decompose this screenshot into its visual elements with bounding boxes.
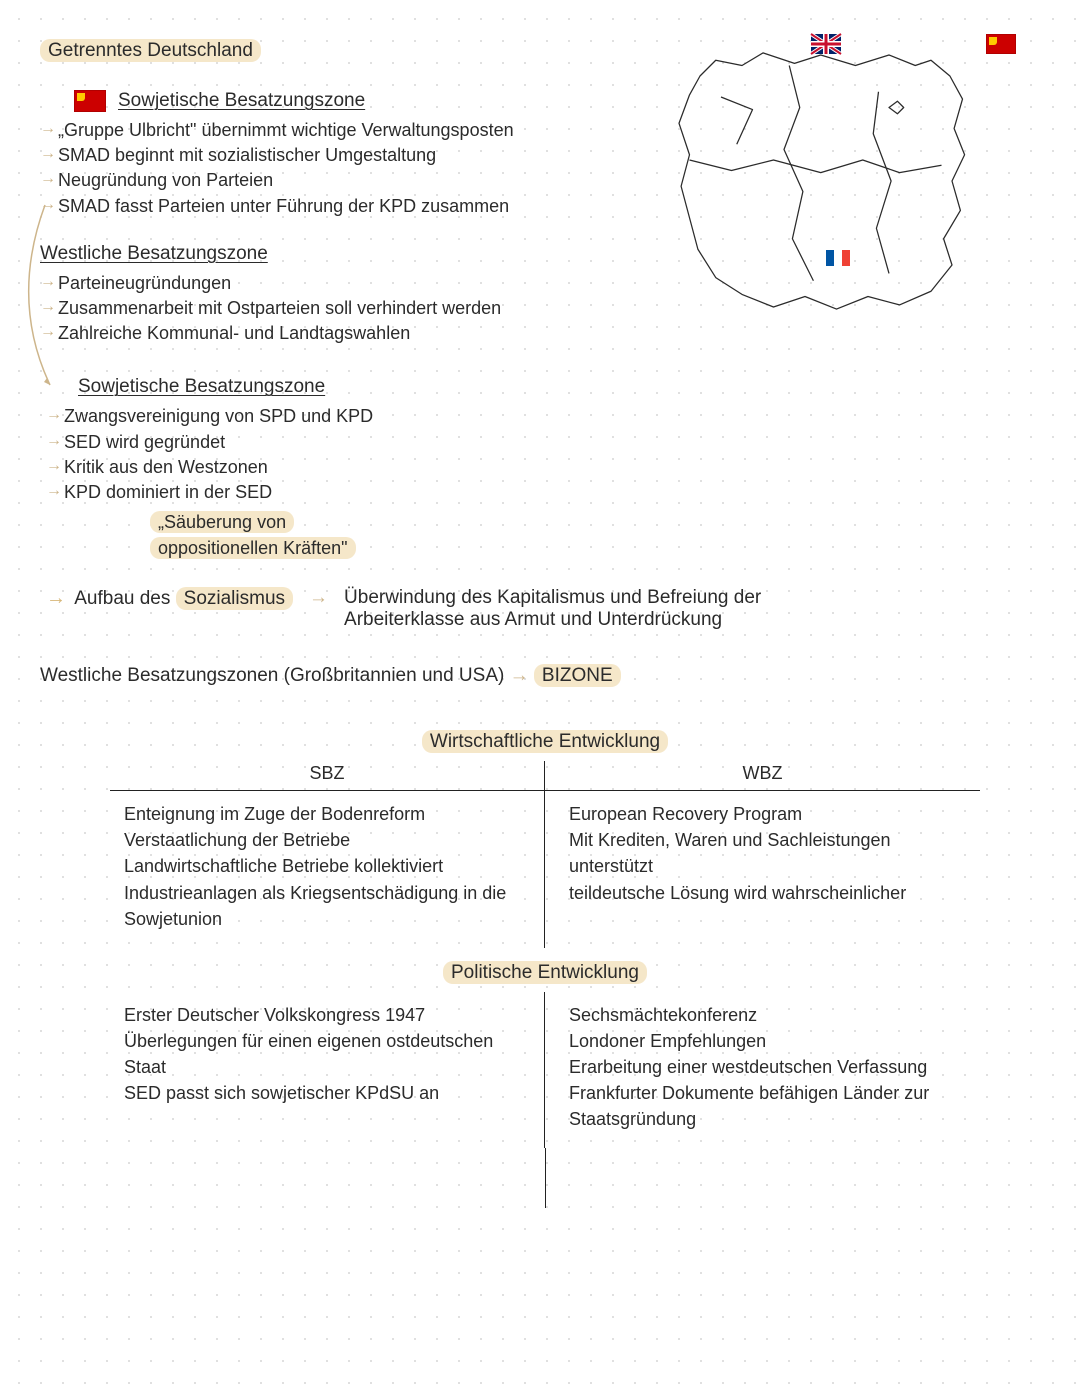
sbz2-list: Zwangsvereinigung von SPD und KPD SED wi… (46, 404, 1040, 505)
list-item: Zwangsvereinigung von SPD und KPD (46, 404, 1040, 429)
pol-title: Politische Entwicklung (110, 962, 980, 984)
cell-line: Erster Deutscher Volkskongress 1947 (124, 1002, 530, 1028)
sbz1-heading: Sowjetische Besatzungszone (118, 90, 365, 112)
list-item: SED wird gegründet (46, 430, 1040, 455)
goal-prefix: Aufbau des (74, 588, 175, 609)
germany-map (616, 34, 1036, 354)
title-text: Getrenntes Deutschland (40, 39, 261, 62)
ussr-flag-icon (74, 90, 106, 112)
arrow-icon: → (510, 665, 529, 686)
cleansing-line2: oppositionellen Kräften" (150, 537, 356, 559)
france-flag-icon (628, 250, 1048, 266)
col-sbz: SBZ (110, 761, 545, 791)
uk-flag-icon (616, 34, 1036, 54)
econ-title-text: Wirtschaftliche Entwicklung (422, 730, 668, 753)
pol-table: Erster Deutscher Volkskongress 1947 Über… (110, 992, 980, 1148)
econ-table: SBZ WBZ Enteignung im Zuge der Bodenrefo… (110, 761, 980, 947)
cell-line: Industrieanlagen als Kriegsentschädigung… (124, 880, 530, 932)
sbz2-block: Sowjetische Besatzungszone Zwangsvereini… (40, 376, 1040, 561)
usa-flag-icon (994, 244, 1080, 262)
goal-hl: Sozialismus (176, 587, 293, 610)
arrow-icon: → (46, 587, 66, 609)
list-item: Kritik aus den Westzonen (46, 455, 1040, 480)
bizone-prefix: Westliche Besatzungszonen (Großbritannie… (40, 665, 510, 686)
goal-left: → Aufbau des Sozialismus (46, 587, 293, 631)
cell-line: Mit Krediten, Waren und Sachleistungen u… (569, 827, 966, 879)
cell-line: Frankfurter Dokumente befähigen Länder z… (569, 1080, 966, 1132)
cell-line: SED passt sich sowjetischer KPdSU an (124, 1080, 530, 1106)
pol-wbz-cell: Sechsmächtekonferenz Londoner Empfehlung… (545, 992, 980, 1148)
econ-sbz-cell: Enteignung im Zuge der Bodenreform Verst… (110, 791, 545, 947)
goal-right: Überwindung des Kapitalismus und Befreiu… (344, 587, 764, 631)
sbz2-heading: Sowjetische Besatzungszone (78, 376, 325, 398)
cleansing-quote: „Säuberung von oppositionellen Kräften" (150, 509, 1040, 561)
col-wbz: WBZ (545, 761, 980, 791)
sbz2-head: Sowjetische Besatzungszone (78, 376, 1040, 398)
bizone-line: Westliche Besatzungszonen (Großbritannie… (40, 665, 1040, 687)
econ-title: Wirtschaftliche Entwicklung (110, 731, 980, 753)
wbz1-heading: Westliche Besatzungszone (40, 243, 268, 265)
cell-line: teildeutsche Lösung wird wahrscheinliche… (569, 880, 966, 906)
goal-row: → Aufbau des Sozialismus → Überwindung d… (46, 587, 1040, 631)
comparison-table: Wirtschaftliche Entwicklung SBZ WBZ Ente… (40, 731, 1040, 1208)
map-svg (616, 34, 1036, 349)
econ-wbz-cell: European Recovery Program Mit Krediten, … (545, 791, 980, 947)
cell-line: Londoner Empfehlungen (569, 1028, 966, 1054)
cell-line: Überlegungen für einen eigenen ostdeutsc… (124, 1028, 530, 1080)
cell-line: Sechsmächtekonferenz (569, 1002, 966, 1028)
ussr-flag-icon (986, 34, 1016, 54)
cell-line: European Recovery Program (569, 801, 966, 827)
arrow-icon: → (309, 587, 328, 631)
cleansing-line1: „Säuberung von (150, 511, 294, 533)
cell-line: Landwirtschaftliche Betriebe kollektivie… (124, 853, 530, 879)
cell-lines: European Recovery Program Mit Krediten, … (569, 801, 966, 905)
bizone-label: BIZONE (534, 664, 621, 687)
cell-lines: Enteignung im Zuge der Bodenreform Verst… (124, 801, 530, 931)
cell-line: Erarbeitung einer westdeutschen Verfassu… (569, 1054, 966, 1080)
cell-lines: Erster Deutscher Volkskongress 1947 Über… (124, 1002, 530, 1106)
pol-sbz-cell: Erster Deutscher Volkskongress 1947 Über… (110, 992, 545, 1148)
cell-line: Verstaatlichung der Betriebe (124, 827, 530, 853)
cell-lines: Sechsmächtekonferenz Londoner Empfehlung… (569, 1002, 966, 1132)
list-item: KPD dominiert in der SED (46, 480, 1040, 505)
pol-title-text: Politische Entwicklung (443, 961, 647, 984)
page: Getrenntes Deutschland Sowjetische Besat… (0, 0, 1080, 1208)
cell-line: Enteignung im Zuge der Bodenreform (124, 801, 530, 827)
